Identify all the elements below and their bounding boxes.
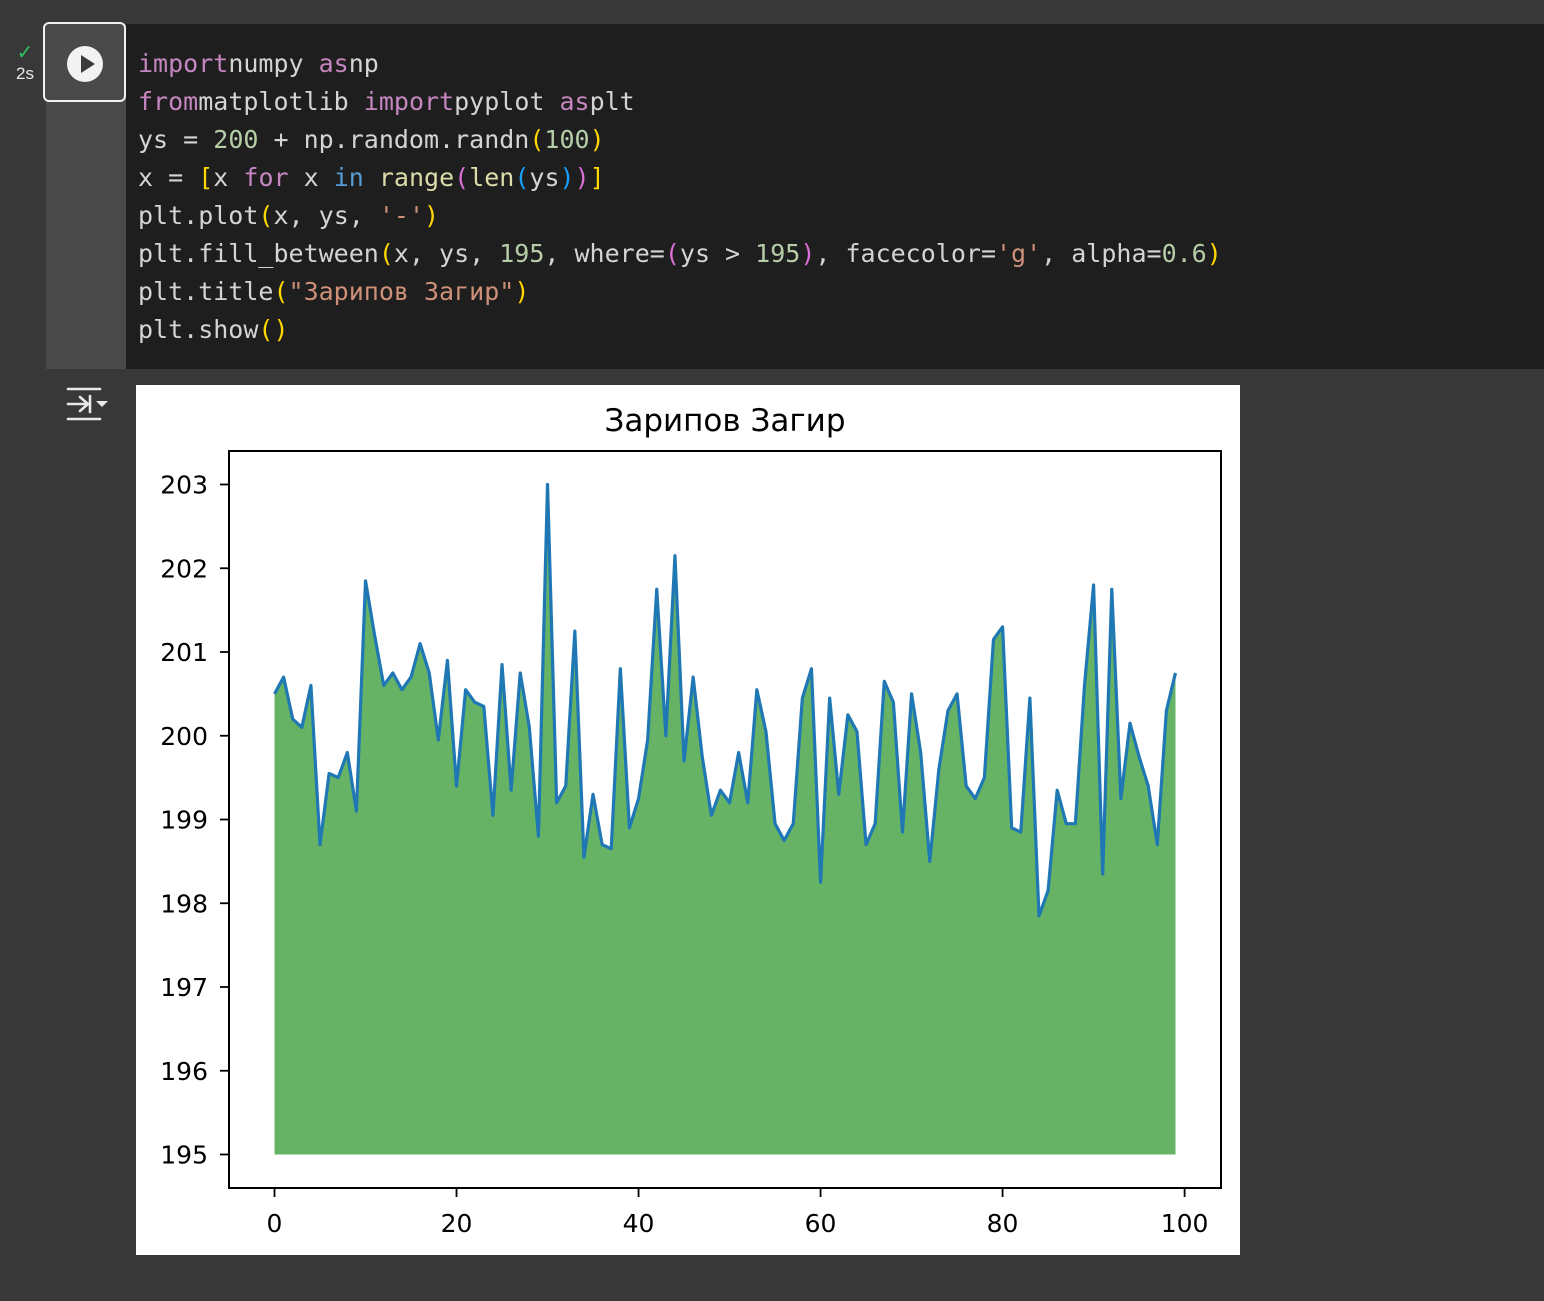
code-token: '-' bbox=[378, 201, 424, 230]
x-tick-label: 60 bbox=[805, 1209, 837, 1238]
code-token: 195 bbox=[755, 239, 801, 268]
play-circle-icon bbox=[67, 46, 103, 82]
code-token: import bbox=[363, 87, 455, 116]
code-line: frommatplotlib importpyplot asplt bbox=[138, 83, 1222, 121]
y-tick-label: 197 bbox=[160, 973, 208, 1002]
code-token: ( bbox=[258, 201, 274, 230]
code-token: ) bbox=[514, 277, 530, 306]
x-tick-label: 100 bbox=[1161, 1209, 1209, 1238]
code-line: x = [x for x in range(len(ys))] bbox=[138, 159, 1222, 197]
check-icon: ✓ bbox=[16, 40, 34, 64]
y-tick-label: 198 bbox=[160, 889, 208, 918]
code-token: + np.random.randn bbox=[258, 125, 530, 154]
y-tick-label: 200 bbox=[160, 722, 208, 751]
code-token: as bbox=[559, 87, 590, 116]
y-tick-label: 201 bbox=[160, 638, 208, 667]
code-token: [ bbox=[198, 163, 214, 192]
code-token: ( bbox=[378, 239, 394, 268]
y-tick-label: 202 bbox=[160, 554, 208, 583]
execution-time: 2s bbox=[16, 64, 34, 83]
code-token: , facecolor= bbox=[815, 239, 996, 268]
code-token: pyplot bbox=[454, 87, 560, 116]
code-token: plt.plot bbox=[138, 201, 259, 230]
code-token: 100 bbox=[544, 125, 590, 154]
code-token: 195 bbox=[499, 239, 545, 268]
code-token: ) bbox=[800, 239, 816, 268]
code-token: ) bbox=[589, 125, 605, 154]
code-token: x, ys, bbox=[393, 239, 500, 268]
code-token: , where= bbox=[544, 239, 665, 268]
code-token: 'g' bbox=[996, 239, 1042, 268]
code-token: ( bbox=[514, 163, 530, 192]
code-token: ys > bbox=[679, 239, 756, 268]
code-token: ] bbox=[589, 163, 605, 192]
chart-title: Зарипов Загир bbox=[604, 403, 845, 439]
code-token: plt.fill_between bbox=[138, 239, 379, 268]
code-token: ys = bbox=[138, 125, 214, 154]
code-token: matplotlib bbox=[198, 87, 364, 116]
code-token: plt.title bbox=[138, 277, 274, 306]
code-token: x bbox=[288, 163, 334, 192]
code-token: ) bbox=[574, 163, 590, 192]
code-line: plt.fill_between(x, ys, 195, where=(ys >… bbox=[138, 235, 1222, 273]
x-tick-label: 20 bbox=[441, 1209, 473, 1238]
y-tick-label: 199 bbox=[160, 806, 208, 835]
code-token: ( bbox=[273, 277, 289, 306]
x-tick-label: 80 bbox=[987, 1209, 1019, 1238]
run-cell-button[interactable] bbox=[43, 22, 126, 102]
code-line: plt.show() bbox=[138, 311, 1222, 349]
code-token: as bbox=[318, 49, 349, 78]
code-token bbox=[364, 163, 379, 192]
code-line: plt.plot(x, ys, '-') bbox=[138, 197, 1222, 235]
execution-status: ✓ 2s bbox=[8, 42, 42, 84]
code-token: ) bbox=[1206, 239, 1222, 268]
code-token: 0.6 bbox=[1161, 239, 1207, 268]
x-tick-label: 0 bbox=[267, 1209, 283, 1238]
series-line bbox=[273, 482, 1178, 918]
code-token: range bbox=[378, 163, 455, 192]
code-line: ys = 200 + np.random.randn(100) bbox=[138, 121, 1222, 159]
y-tick-label: 203 bbox=[160, 471, 208, 500]
code-token: 200 bbox=[213, 125, 259, 154]
code-token: ) bbox=[559, 163, 575, 192]
code-token: plt.show bbox=[138, 315, 259, 344]
code-token: x, ys, bbox=[273, 201, 379, 230]
code-token: , alpha= bbox=[1041, 239, 1162, 268]
code-text[interactable]: importnumpy asnp frommatplotlib importpyp… bbox=[138, 45, 1222, 349]
code-token: np bbox=[348, 49, 379, 78]
code-token: import bbox=[138, 49, 229, 78]
code-editor[interactable] bbox=[126, 24, 1544, 369]
code-token: ( bbox=[454, 163, 470, 192]
code-token: for bbox=[243, 163, 289, 192]
code-token: len bbox=[469, 163, 515, 192]
code-token: in bbox=[333, 163, 364, 192]
code-token: ys bbox=[529, 163, 560, 192]
chart: 0 20 40 60 80 100 195 196 197 198 199 200 201 202 203 З… bbox=[160, 403, 1222, 1238]
code-token: ( bbox=[664, 239, 680, 268]
code-token: () bbox=[258, 315, 289, 344]
code-token: x = bbox=[138, 163, 199, 192]
fill-area bbox=[274, 484, 1176, 1155]
code-token: "Зарипов Загир" bbox=[288, 277, 515, 306]
code-token: ) bbox=[424, 201, 440, 230]
code-token: ( bbox=[529, 125, 545, 154]
code-token: x bbox=[213, 163, 244, 192]
plot-output: 0 20 40 60 80 100 195 196 197 198 199 200 201 202 203 З… bbox=[136, 385, 1240, 1255]
y-tick-label: 196 bbox=[160, 1057, 208, 1086]
x-tick-label: 40 bbox=[623, 1209, 655, 1238]
code-token: numpy bbox=[228, 49, 319, 78]
output-collapse-icon[interactable] bbox=[66, 386, 110, 422]
code-line: plt.title("Зарипов Загир") bbox=[138, 273, 1222, 311]
code-token: from bbox=[138, 87, 199, 116]
code-token: plt bbox=[589, 87, 635, 116]
y-tick-label: 195 bbox=[160, 1141, 208, 1170]
code-line: importnumpy asnp bbox=[138, 45, 1222, 83]
